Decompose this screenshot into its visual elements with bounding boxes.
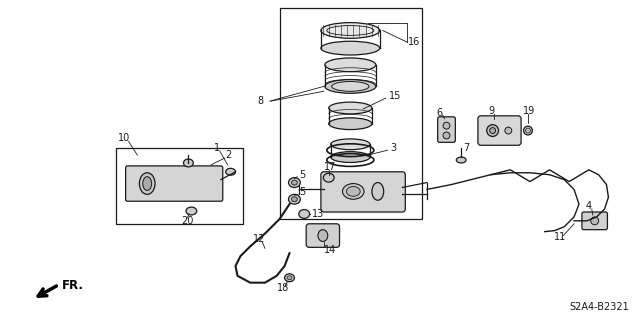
Text: S2A4-B2321: S2A4-B2321 [569,302,629,312]
Text: 12: 12 [253,234,266,244]
Text: 3: 3 [390,143,397,153]
Text: 15: 15 [388,91,401,101]
Ellipse shape [456,157,466,163]
Bar [116,148,243,224]
Text: 4: 4 [586,201,592,211]
Text: 7: 7 [463,143,469,153]
Ellipse shape [346,187,360,196]
Text: 11: 11 [554,232,566,242]
Text: 16: 16 [408,37,420,47]
FancyBboxPatch shape [306,224,340,247]
Text: 18: 18 [276,283,289,292]
Ellipse shape [291,197,298,202]
Ellipse shape [299,210,310,218]
Text: 14: 14 [324,245,336,255]
FancyBboxPatch shape [125,166,223,201]
Ellipse shape [226,168,236,175]
Ellipse shape [318,230,328,242]
Ellipse shape [372,183,384,200]
Text: 6: 6 [436,108,443,118]
Text: 1: 1 [214,143,220,153]
Text: 17: 17 [324,162,336,172]
Text: FR.: FR. [62,279,84,292]
Text: 19: 19 [523,106,535,116]
Ellipse shape [323,173,334,182]
Ellipse shape [342,184,364,199]
Ellipse shape [443,122,450,129]
Ellipse shape [143,177,152,190]
Ellipse shape [321,23,380,38]
Ellipse shape [329,102,372,114]
Ellipse shape [186,207,196,215]
Ellipse shape [331,139,370,150]
Text: 8: 8 [257,96,263,106]
Ellipse shape [291,180,298,185]
Ellipse shape [331,152,370,163]
Ellipse shape [487,125,499,136]
Ellipse shape [285,274,294,282]
Ellipse shape [289,178,300,188]
Ellipse shape [525,128,531,133]
Ellipse shape [524,126,532,135]
FancyBboxPatch shape [321,172,405,212]
Ellipse shape [443,132,450,139]
Text: 2: 2 [226,150,232,160]
Ellipse shape [289,194,300,204]
FancyBboxPatch shape [478,116,521,145]
Text: 13: 13 [312,209,324,219]
Text: 9: 9 [489,106,495,116]
Ellipse shape [321,41,380,55]
Ellipse shape [325,58,376,72]
Bar [280,8,422,219]
Ellipse shape [140,173,155,194]
Ellipse shape [490,128,495,133]
Text: 10: 10 [118,133,130,143]
Ellipse shape [329,118,372,130]
Text: 20: 20 [182,216,194,226]
Text: 5: 5 [300,170,305,180]
Ellipse shape [505,127,512,134]
FancyBboxPatch shape [582,212,607,230]
Ellipse shape [591,217,598,225]
Ellipse shape [287,276,292,280]
Ellipse shape [184,159,193,167]
Text: 5: 5 [300,188,305,197]
Ellipse shape [332,82,369,91]
Ellipse shape [325,80,376,93]
FancyBboxPatch shape [438,117,455,142]
